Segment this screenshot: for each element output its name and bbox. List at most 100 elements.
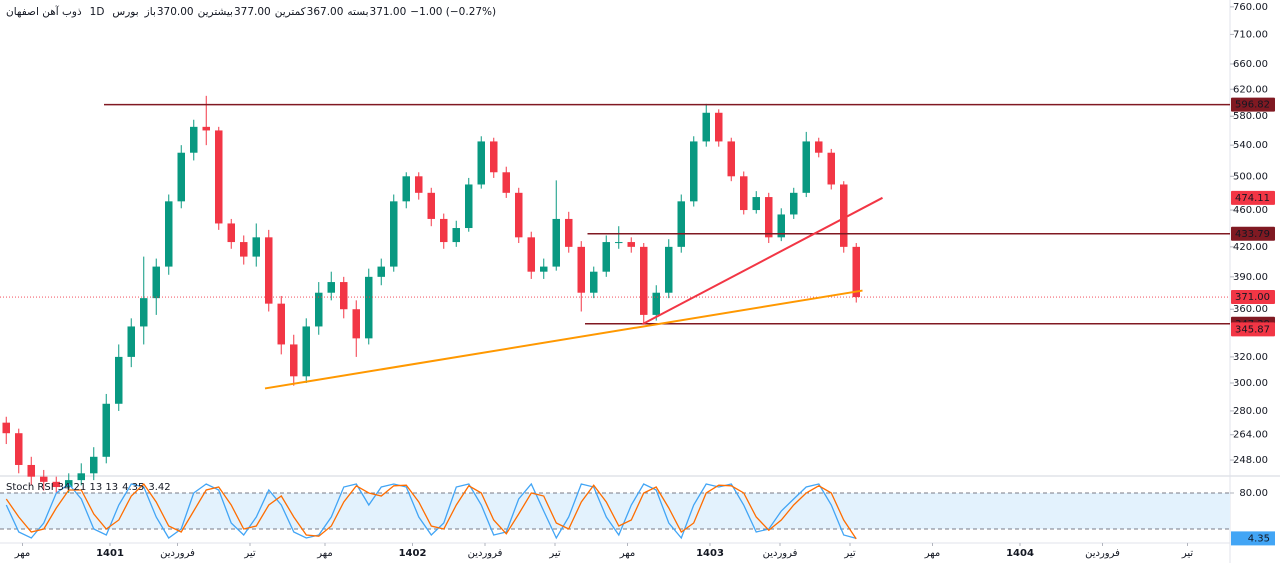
candle-body: [615, 242, 623, 244]
y-tick-label: 500.00: [1233, 171, 1268, 182]
candle-body: [327, 282, 335, 293]
candle-body: [40, 476, 48, 482]
x-tick-label: تیر: [843, 548, 856, 559]
candle-body: [765, 197, 773, 238]
candle-body: [627, 242, 635, 247]
candle-body: [727, 141, 735, 177]
candle-body: [2, 422, 10, 434]
marker-label: 345.87: [1235, 324, 1270, 335]
y-tick-label: 390.00: [1233, 272, 1268, 283]
x-tick-label: فروردین: [160, 548, 195, 559]
rsi-header: 3.42: [148, 482, 170, 493]
y-tick-label: 300.00: [1233, 378, 1268, 389]
header-open: 370.00: [157, 6, 194, 18]
candle-body: [490, 141, 498, 173]
x-tick-label: فروردین: [763, 548, 798, 559]
rsi-header: 4.35: [122, 482, 144, 493]
candle-body: [252, 237, 260, 257]
y-tick-label: 420.00: [1233, 242, 1268, 253]
candle-body: [102, 403, 110, 457]
y-tick-label: 710.00: [1233, 29, 1268, 40]
candle-body: [640, 246, 648, 315]
candle-body: [265, 237, 273, 304]
x-tick-label: مهر: [14, 548, 30, 559]
candle-body: [90, 456, 98, 474]
rsi-last-label: 4.35: [1248, 533, 1270, 544]
candle-body: [427, 192, 435, 219]
trend-label-bg: [1231, 190, 1275, 205]
candle-body: [502, 172, 510, 193]
candle-body: [527, 237, 535, 272]
candle-body: [190, 126, 198, 153]
candle-body: [365, 276, 373, 339]
trend-label: 474.11: [1235, 193, 1270, 204]
y-tick-label: 264.00: [1233, 430, 1268, 441]
candle-body: [840, 184, 848, 247]
x-tick-label: تیر: [1181, 548, 1194, 559]
header-high: 377.00: [234, 6, 271, 18]
candle-body: [602, 242, 610, 272]
header-low: 367.00: [307, 6, 344, 18]
candle-body: [540, 266, 548, 272]
level-label: 596.82: [1235, 100, 1270, 111]
header-low-label: کمترین: [275, 6, 306, 18]
candle-body: [802, 141, 810, 193]
candle-body: [352, 309, 360, 339]
candle-body: [15, 433, 23, 465]
level-label-bg: [1231, 226, 1275, 241]
header-exchange: بورس: [112, 6, 138, 18]
candle-body: [465, 184, 473, 229]
candle-body: [377, 266, 385, 277]
level-label: 433.79: [1235, 229, 1270, 240]
y-tick-label: 660.00: [1233, 59, 1268, 70]
candle-body: [302, 326, 310, 377]
y-tick-label: 280.00: [1233, 406, 1268, 417]
x-tick-label: تیر: [548, 548, 561, 559]
rsi-band: [0, 493, 1230, 529]
candle-body: [577, 246, 585, 293]
candle-body: [415, 176, 423, 193]
last-price-label: 371.00: [1235, 292, 1270, 303]
candle-body: [390, 201, 398, 267]
candle-body: [677, 201, 685, 247]
candle-body: [177, 152, 185, 202]
candle-body: [515, 192, 523, 238]
candle-body: [215, 130, 223, 224]
x-tick-label: 1404: [1006, 548, 1034, 559]
x-tick-label: تیر: [243, 548, 256, 559]
candle-body: [852, 246, 860, 298]
y-tick-label: 460.00: [1233, 205, 1268, 216]
rsi-header: 34 21 13 13: [58, 482, 118, 493]
rsi-line: [5, 482, 857, 540]
y-tick-label: 760.00: [1233, 2, 1268, 13]
y-tick-label: 320.00: [1233, 352, 1268, 363]
candle-body: [277, 303, 285, 345]
x-tick-label: مهر: [619, 548, 635, 559]
candle-body: [590, 271, 598, 293]
candle-body: [290, 344, 298, 377]
x-tick-label: 1401: [96, 548, 124, 559]
header-close: 371.00: [370, 6, 407, 18]
candle-body: [315, 292, 323, 327]
rsi-last-bg: [1231, 531, 1275, 546]
legend-header: ذوب آهن اصفهان 1D بورس باز 370.00 بیشترین 377.…: [6, 5, 496, 18]
candle-body: [552, 218, 560, 267]
candle-body: [240, 242, 248, 257]
candle-body: [665, 246, 673, 293]
x-tick-label: فروردین: [1085, 548, 1120, 559]
candle-body: [740, 176, 748, 211]
x-tick-label: مهر: [924, 548, 940, 559]
last-price-label-bg: [1231, 290, 1275, 305]
candle-body: [690, 141, 698, 202]
candle-body: [127, 326, 135, 357]
candle-body: [140, 298, 148, 327]
candle-body: [652, 292, 660, 315]
x-tick-label: فروردین: [468, 548, 503, 559]
rsi-y-tick-label: 80.00: [1239, 488, 1268, 499]
y-tick-label: 248.00: [1233, 455, 1268, 466]
header-symbol: ذوب آهن اصفهان: [6, 5, 82, 18]
trend-line: [642, 196, 883, 326]
candle-body: [77, 473, 85, 481]
